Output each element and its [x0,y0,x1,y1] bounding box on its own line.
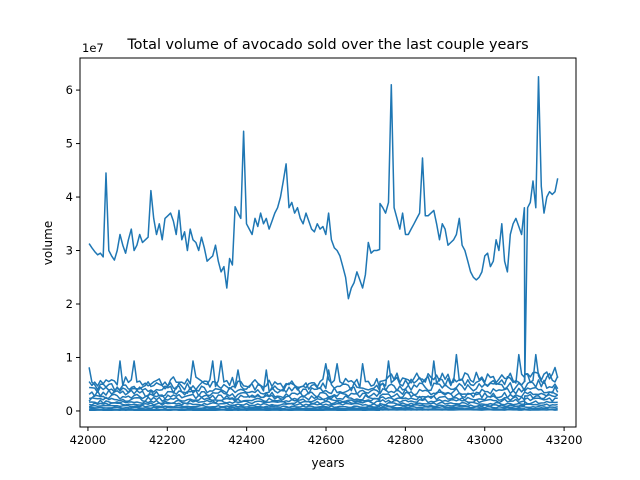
x-tick-label: 42600 [308,433,345,447]
y-tick-label: 3 [66,244,73,258]
series-line-region [88,407,558,411]
x-tick-label: 43000 [466,433,503,447]
series-line-region [89,397,558,405]
x-tick-label: 42400 [228,433,265,447]
y-tick-label: 0 [66,404,73,418]
y-tick-label: 4 [66,190,73,204]
y-axis: 0 1 2 3 4 5 6 [66,83,80,418]
plot-frame [79,57,577,428]
series-line-region [89,379,559,395]
series-line-region [88,353,559,392]
x-tick-label: 42000 [70,433,107,447]
y-tick-label: 6 [66,83,73,97]
series-line-region [89,408,558,412]
y-tick-label: 2 [66,297,73,311]
series-line-region [89,405,558,410]
x-axis: 42000 42200 42400 42600 42800 43000 43200 [70,427,583,447]
series-line-region [88,400,558,407]
series-line-region [88,391,558,401]
y-tick-label: 1 [66,350,73,364]
x-tick-label: 42800 [387,433,424,447]
x-axis-label: years [311,456,344,470]
x-tick-label: 43200 [546,433,583,447]
series-layer [88,75,559,412]
chart-title: Total volume of avocado sold over the la… [126,37,528,53]
y-tick-label: 5 [66,137,73,151]
series-line-region [88,385,559,399]
y-axis-label: volume [41,221,55,265]
x-tick-label: 42200 [149,433,186,447]
y-offset-label: 1e7 [82,41,104,55]
series-line-total [88,75,559,383]
